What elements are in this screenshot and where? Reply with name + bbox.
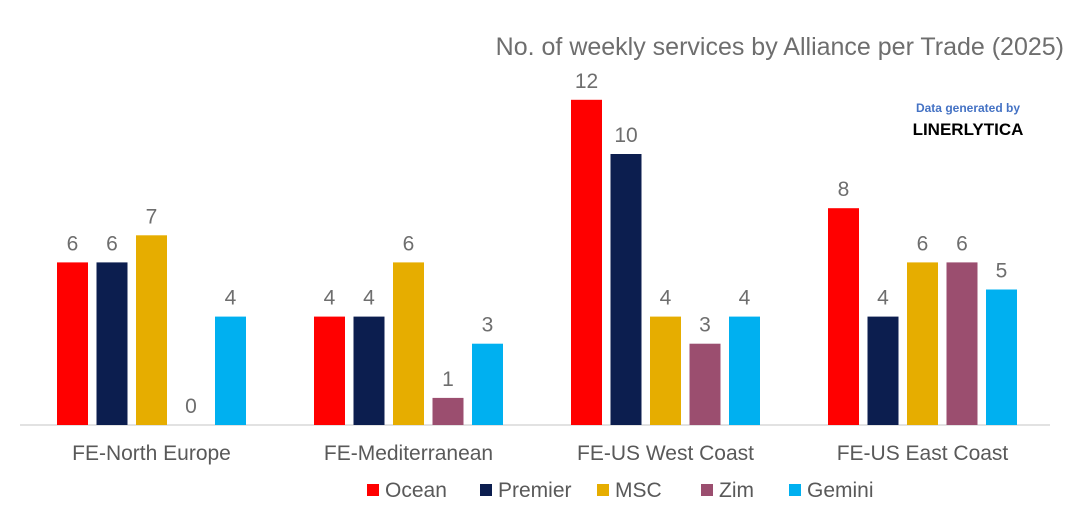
bar-gemini-fe-us-west-coast	[729, 316, 760, 425]
legend-label-ocean: Ocean	[385, 479, 447, 502]
legend-swatch-msc	[597, 484, 609, 496]
category-labels: FE-North Europe FE-Mediterranean FE-US Wes…	[72, 442, 1008, 465]
category-label-fe-north-europe: FE-North Europe	[72, 442, 231, 465]
legend-swatch-zim	[701, 484, 713, 496]
data-label-ocean-fe-us-west-coast: 12	[575, 70, 598, 93]
watermark-caption: Data generated by	[916, 101, 1020, 115]
legend-swatch-gemini	[789, 484, 801, 496]
bar-msc-fe-us-east-coast	[907, 262, 938, 425]
bar-gemini-fe-north-europe	[215, 316, 246, 425]
data-label-ocean-fe-us-east-coast: 8	[838, 178, 850, 201]
bars-layer: 6 6 7 0 4 4 4 6 1 3 12 10 4 3 4 8 4 6 6 5	[57, 70, 1017, 426]
category-label-fe-us-west-coast: FE-US West Coast	[577, 442, 754, 465]
data-label-gemini-fe-us-west-coast: 4	[739, 287, 751, 310]
data-label-msc-fe-us-west-coast: 4	[660, 287, 672, 310]
data-label-premier-fe-us-east-coast: 4	[877, 287, 889, 310]
data-label-zim-fe-us-east-coast: 6	[956, 232, 968, 255]
data-label-zim-fe-us-west-coast: 3	[699, 314, 711, 337]
data-label-msc-fe-us-east-coast: 6	[917, 232, 929, 255]
data-label-premier-fe-mediterranean: 4	[363, 287, 375, 310]
data-label-premier-fe-us-west-coast: 10	[614, 124, 637, 147]
bar-msc-fe-us-west-coast	[650, 316, 681, 425]
bar-msc-fe-mediterranean	[393, 262, 424, 425]
bar-premier-fe-north-europe	[96, 262, 128, 425]
legend-label-msc: MSC	[615, 479, 662, 502]
bar-zim-fe-us-west-coast	[689, 343, 721, 425]
bar-zim-fe-mediterranean	[432, 397, 464, 425]
data-label-premier-fe-north-europe: 6	[106, 232, 118, 255]
bar-ocean-fe-north-europe	[57, 262, 88, 425]
bar-ocean-fe-mediterranean	[314, 316, 345, 425]
bar-ocean-fe-us-west-coast	[571, 99, 602, 426]
data-label-msc-fe-north-europe: 7	[146, 205, 158, 228]
data-label-ocean-fe-mediterranean: 4	[324, 287, 336, 310]
legend-swatch-premier	[480, 484, 492, 496]
category-label-fe-mediterranean: FE-Mediterranean	[324, 442, 493, 465]
data-label-gemini-fe-north-europe: 4	[225, 287, 237, 310]
data-label-gemini-fe-mediterranean: 3	[482, 314, 494, 337]
data-label-ocean-fe-north-europe: 6	[67, 232, 79, 255]
data-label-gemini-fe-us-east-coast: 5	[996, 260, 1008, 283]
bar-ocean-fe-us-east-coast	[828, 208, 859, 425]
legend: Ocean Premier MSC Zim Gemini	[367, 479, 874, 502]
bar-premier-fe-mediterranean	[353, 316, 385, 425]
category-label-fe-us-east-coast: FE-US East Coast	[837, 442, 1009, 465]
legend-label-gemini: Gemini	[807, 479, 874, 502]
bar-zim-fe-us-east-coast	[946, 262, 978, 425]
bar-gemini-fe-us-east-coast	[986, 289, 1017, 425]
bar-gemini-fe-mediterranean	[472, 343, 503, 425]
data-label-zim-fe-mediterranean: 1	[442, 368, 454, 391]
data-label-zim-fe-north-europe: 0	[185, 395, 197, 418]
legend-label-premier: Premier	[498, 479, 572, 502]
bar-premier-fe-us-east-coast	[867, 316, 899, 425]
legend-label-zim: Zim	[719, 479, 754, 502]
bar-msc-fe-north-europe	[136, 235, 167, 425]
chart-title: No. of weekly services by Alliance per T…	[496, 33, 1064, 61]
legend-swatch-ocean	[367, 484, 379, 496]
watermark-brand: LINERLYTICA	[913, 120, 1024, 139]
bar-premier-fe-us-west-coast	[610, 154, 642, 425]
data-label-msc-fe-mediterranean: 6	[403, 232, 415, 255]
